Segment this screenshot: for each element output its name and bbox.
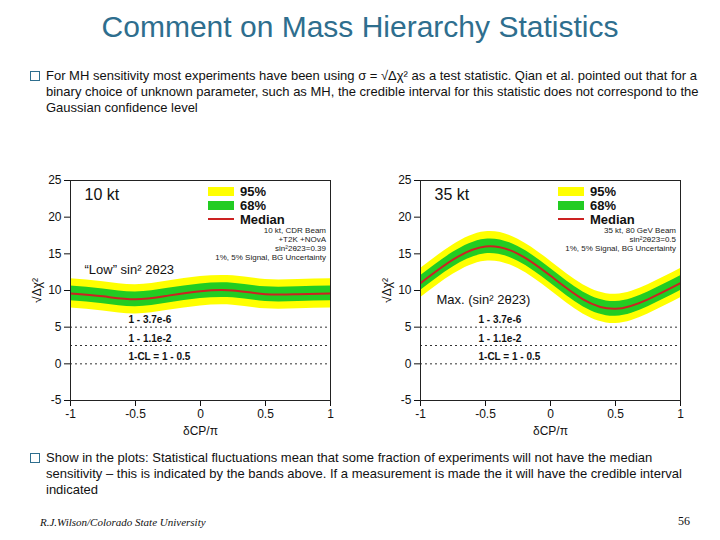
svg-text:δCP/π: δCP/π: [183, 424, 218, 438]
html-text:sin²2θ23=0.5: sin²2θ23=0.5: [629, 235, 676, 244]
svg-text:25: 25: [48, 173, 62, 187]
html-text:1%, 5% Signal, BG Uncertainty: 1%, 5% Signal, BG Uncertainty: [215, 253, 326, 262]
svg-text:20: 20: [398, 210, 412, 224]
svg-text:-1: -1: [415, 407, 426, 421]
svg-text:1 - 3.7e-6: 1 - 3.7e-6: [129, 314, 172, 325]
svg-text:15: 15: [398, 247, 412, 261]
svg-text:1 - 1.1e-2: 1 - 1.1e-2: [129, 333, 172, 344]
html-text:R.J.Wilson/Colorado State Univ: R.J.Wilson/Colorado State University: [40, 516, 206, 528]
svg-text:5: 5: [405, 320, 412, 334]
html-text:+T2K +NOvA: +T2K +NOvA: [278, 235, 326, 244]
svg-text:0: 0: [405, 357, 412, 371]
svg-text:1-CL = 1 - 0.5: 1-CL = 1 - 0.5: [479, 351, 541, 362]
svg-text:0.5: 0.5: [257, 407, 274, 421]
svg-text:35 kt: 35 kt: [435, 186, 470, 203]
html-text:68%: 68%: [590, 197, 616, 213]
html-text:Median: Median: [240, 211, 285, 227]
svg-text:1: 1: [677, 407, 684, 421]
svg-text:10: 10: [398, 283, 412, 297]
svg-text:-0.5: -0.5: [125, 407, 146, 421]
svg-text:0: 0: [547, 407, 554, 421]
svg-text:5: 5: [55, 320, 62, 334]
svg-text:√Δχ²: √Δχ²: [30, 278, 44, 303]
html-text:68%: 68%: [240, 197, 266, 213]
svg-text:δCP/π: δCP/π: [533, 424, 568, 438]
html-text:For MH sensitivity most experi: For MH sensitivity most experiments have…: [46, 68, 699, 115]
svg-text:1 - 3.7e-6: 1 - 3.7e-6: [479, 314, 522, 325]
svg-text:20: 20: [48, 210, 62, 224]
html-text:Show in the plots: Statistical: Show in the plots: Statistical fluctuati…: [46, 450, 682, 497]
html-text:35 kt, 80 GeV Beam: 35 kt, 80 GeV Beam: [604, 226, 676, 235]
svg-text:-5: -5: [51, 393, 62, 407]
svg-text:1: 1: [327, 407, 334, 421]
svg-text:10 kt: 10 kt: [85, 186, 120, 203]
svg-text:25: 25: [398, 173, 412, 187]
svg-text:1 - 1.1e-2: 1 - 1.1e-2: [479, 333, 522, 344]
svg-text:1-CL = 1 - 0.5: 1-CL = 1 - 0.5: [129, 351, 191, 362]
svg-text:15: 15: [48, 247, 62, 261]
svg-text:0: 0: [197, 407, 204, 421]
html-text:56: 56: [678, 514, 690, 528]
svg-text:√Δχ²: √Δχ²: [380, 278, 394, 303]
html-text:Comment on Mass Hierarchy Stat: Comment on Mass Hierarchy Statistics: [101, 10, 619, 43]
svg-text:0.5: 0.5: [607, 407, 624, 421]
svg-text:10: 10: [48, 283, 62, 297]
html-text:Median: Median: [590, 211, 635, 227]
html-text:95%: 95%: [240, 183, 266, 199]
html-text:sin²2θ23=0.39: sin²2θ23=0.39: [275, 244, 326, 253]
svg-text:-0.5: -0.5: [475, 407, 496, 421]
html-text:1%, 5% Signal, BG Uncertainty: 1%, 5% Signal, BG Uncertainty: [565, 244, 676, 253]
svg-text:-5: -5: [401, 393, 412, 407]
html-text:95%: 95%: [590, 183, 616, 199]
svg-text:Max. (sin² 2θ23): Max. (sin² 2θ23): [437, 292, 531, 307]
html-text:10 kt, CDR Beam: 10 kt, CDR Beam: [263, 226, 326, 235]
svg-text:“Low” sin² 2θ23: “Low” sin² 2θ23: [85, 262, 175, 277]
svg-text:0: 0: [55, 357, 62, 371]
svg-text:-1: -1: [65, 407, 76, 421]
